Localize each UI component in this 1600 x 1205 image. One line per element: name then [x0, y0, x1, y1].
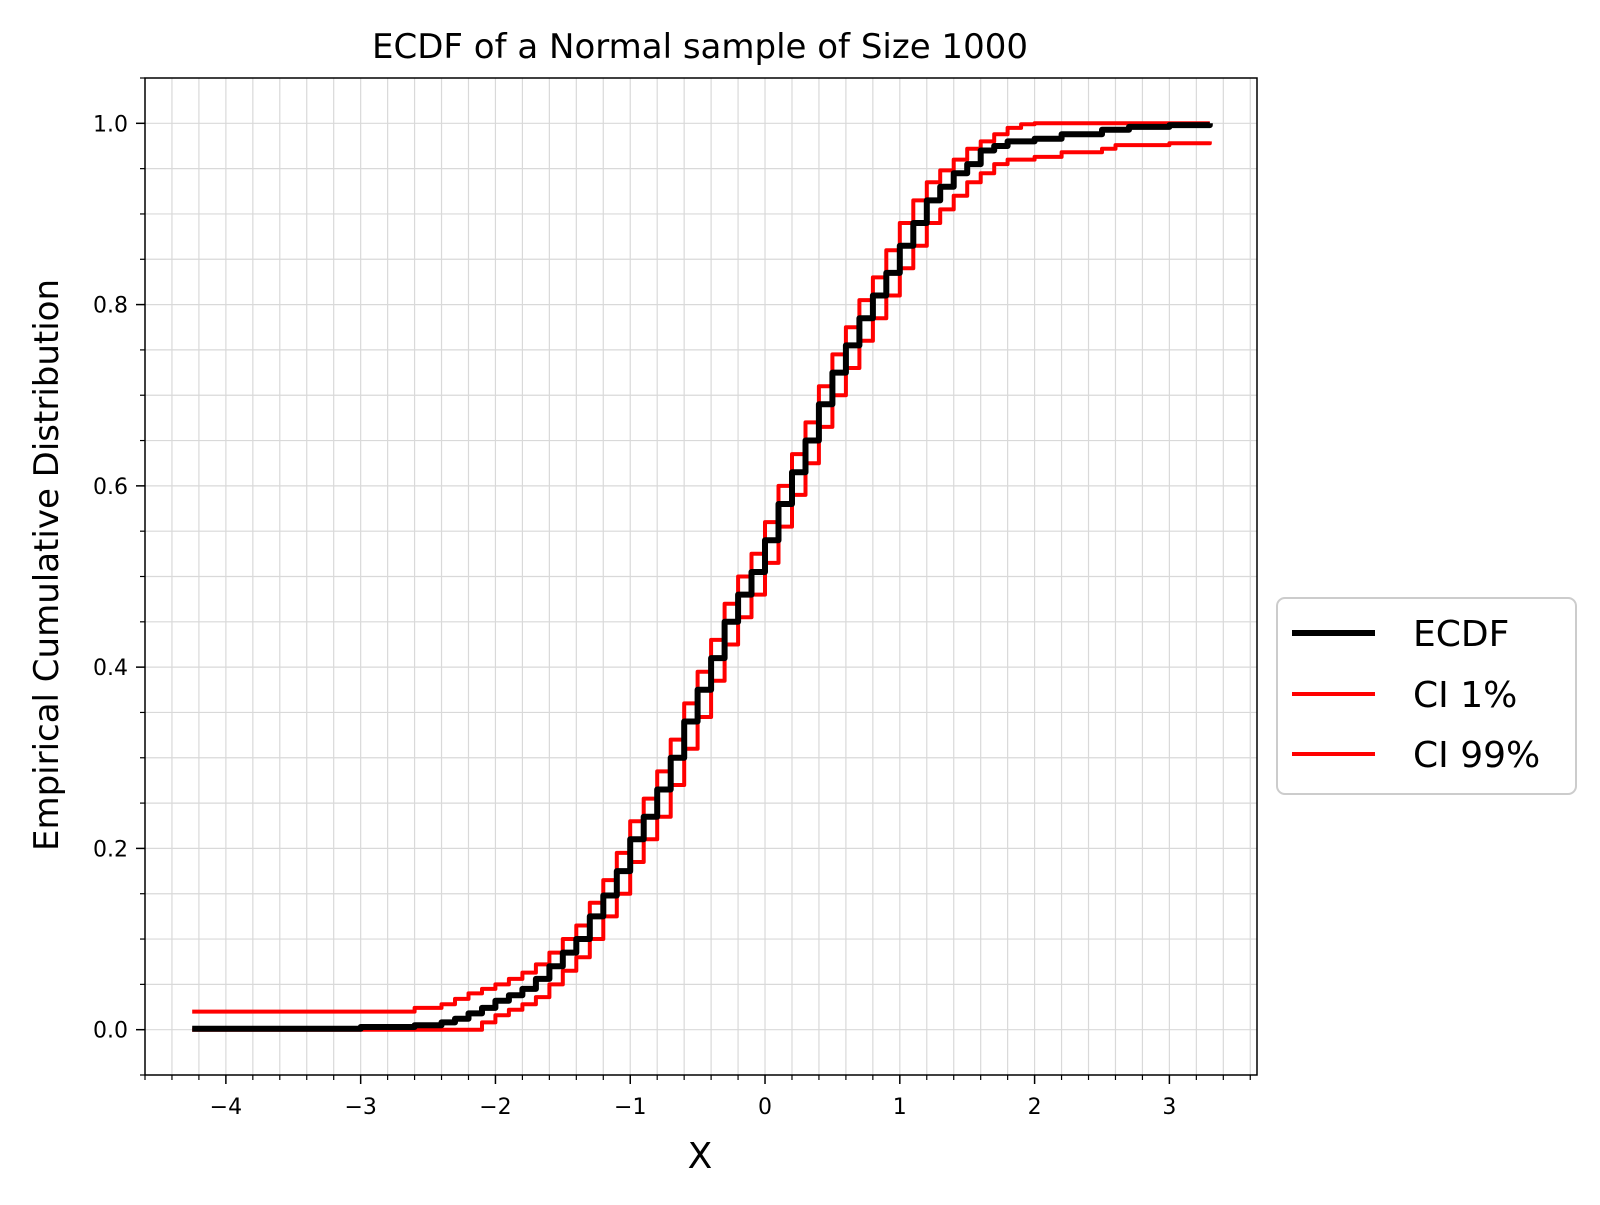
plot-series — [192, 121, 1213, 1032]
legend-ecdf-label: ECDF — [1413, 614, 1509, 655]
x-tick-label: −3 — [344, 1095, 376, 1120]
x-tick-label: −2 — [479, 1095, 511, 1120]
x-tick-label: 1 — [893, 1095, 907, 1120]
x-tick-label: 3 — [1162, 1095, 1176, 1120]
x-tick-label: −1 — [614, 1095, 646, 1120]
y-tick-label: 0.4 — [93, 656, 128, 681]
y-tick-label: 0.0 — [93, 1019, 128, 1044]
legend-box — [1276, 597, 1577, 795]
series-line-ecdf — [192, 122, 1213, 1032]
y-axis-label: Empirical Cumulative Distribution — [27, 279, 67, 851]
legend-ci1-label: CI 1% — [1413, 675, 1517, 716]
chart-title: ECDF of a Normal sample of Size 1000 — [372, 27, 1028, 67]
y-tick-label: 0.2 — [93, 837, 128, 862]
y-tick-label: 1.0 — [93, 112, 128, 137]
y-tick-label: 0.8 — [93, 294, 128, 319]
x-axis-label: X — [688, 1136, 713, 1177]
legend-ci99-label: CI 99% — [1413, 735, 1540, 776]
x-tick-label: −4 — [210, 1095, 242, 1120]
grid-lines — [145, 78, 1257, 1075]
series-line-ci-99 — [192, 121, 1210, 1014]
x-tick-label: 2 — [1028, 1095, 1042, 1120]
legend: ECDF CI 1% CI 99% — [1276, 597, 1577, 795]
y-tick-label: 0.6 — [93, 475, 128, 500]
x-tick-label: 0 — [758, 1095, 772, 1120]
series-line-ci-1 — [192, 141, 1212, 1032]
axis-ticks: −4 −3 −2 −1 0 1 2 3 0.0 0.2 0.4 0.6 0.8 1.0 — [93, 77, 1251, 1120]
